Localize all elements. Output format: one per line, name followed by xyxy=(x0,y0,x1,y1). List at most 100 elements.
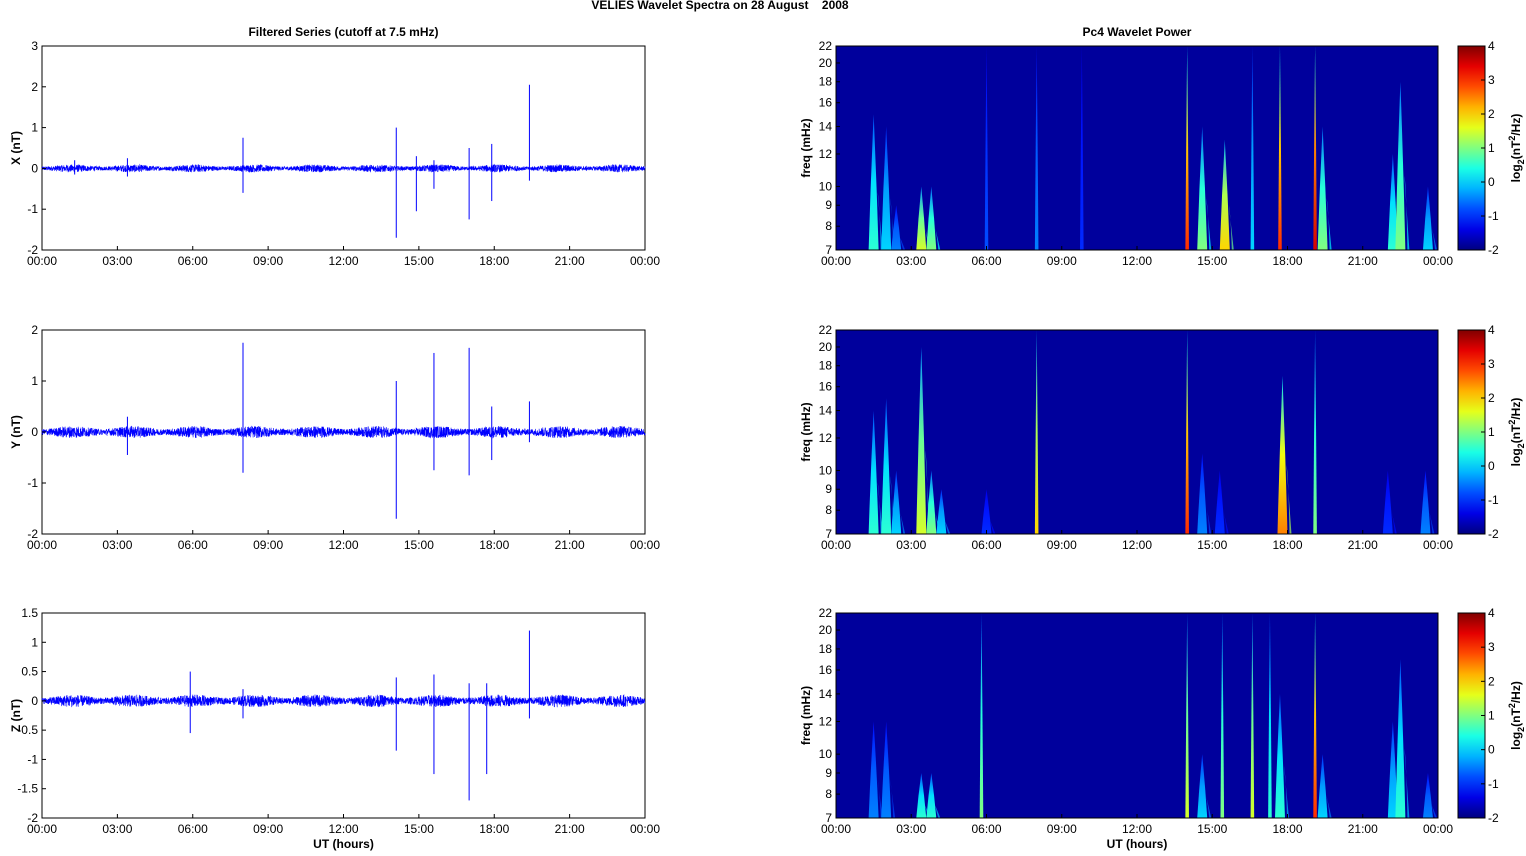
wavelet-burst-harmonic xyxy=(925,450,931,534)
y-tick-label: 20 xyxy=(819,340,833,354)
x-tick-label: 12:00 xyxy=(328,538,358,552)
spectrogram-background xyxy=(836,330,1438,534)
y-tick-label: 16 xyxy=(819,663,833,677)
x-tick-label: 00:00 xyxy=(27,254,57,268)
wavelet-burst-harmonic xyxy=(1206,198,1212,250)
y-tick-label: 22 xyxy=(819,39,833,53)
x-tick-label: 09:00 xyxy=(1047,538,1077,552)
wavelet-burst xyxy=(881,398,892,534)
y-tick-label: -1 xyxy=(27,752,38,766)
x-tick-label: 03:00 xyxy=(102,254,132,268)
wavelet-burst xyxy=(881,126,892,250)
x-tick-label: 09:00 xyxy=(253,254,283,268)
y-tick-label: 2 xyxy=(31,80,38,94)
y-tick-label: 14 xyxy=(819,120,833,134)
wavelet-burst-harmonic xyxy=(1326,198,1332,250)
wavelet-burst xyxy=(1197,126,1208,250)
plot-area xyxy=(41,45,646,251)
y-tick-label: 9 xyxy=(825,198,832,212)
x-tick-label: 00:00 xyxy=(630,538,660,552)
wavelet-burst xyxy=(1185,330,1189,534)
wavelet-burst xyxy=(881,721,892,818)
x-tick-label: 03:00 xyxy=(896,822,926,836)
x-tick-label: 12:00 xyxy=(328,822,358,836)
colorbar-tick-label: -1 xyxy=(1488,493,1499,507)
wavelet-burst xyxy=(1420,470,1431,534)
wavelet-burst-harmonic xyxy=(890,779,896,818)
wavelet-burst xyxy=(926,773,937,818)
series-line-Y xyxy=(41,425,646,439)
wavelet-burst xyxy=(891,205,902,250)
y-tick-label: 0.5 xyxy=(21,665,38,679)
wavelet-burst-harmonic xyxy=(1429,512,1435,534)
x-tick-label: 15:00 xyxy=(404,254,434,268)
x-tick-label: 12:00 xyxy=(328,254,358,268)
wavelet-burst xyxy=(1317,754,1328,818)
x-tick-label: 03:00 xyxy=(896,254,926,268)
x-tick-label: 18:00 xyxy=(1272,822,1302,836)
wavelet-burst xyxy=(916,186,927,250)
x-tick-label: 00:00 xyxy=(821,254,851,268)
wavelet-burst xyxy=(1313,330,1317,534)
wavelet-burst xyxy=(1277,375,1288,534)
wavelet-burst-harmonic xyxy=(1404,748,1410,818)
colorbar-tick-label: -2 xyxy=(1488,811,1499,825)
x-tick-label: 03:00 xyxy=(102,538,132,552)
wavelet-burst xyxy=(1197,453,1208,534)
y-tick-label: 18 xyxy=(819,75,833,89)
y-tick-label: 7 xyxy=(825,811,832,825)
x-tick-label: 15:00 xyxy=(1197,822,1227,836)
colorbar-tick-label: 1 xyxy=(1488,141,1495,155)
colorbar-tick-label: 3 xyxy=(1488,73,1495,87)
x-tick-label: 21:00 xyxy=(1348,254,1378,268)
wavelet-burst-harmonic xyxy=(877,779,883,818)
y-tick-label: 12 xyxy=(819,431,833,445)
x-tick-label: 18:00 xyxy=(479,254,509,268)
y-tick-label: 16 xyxy=(819,380,833,394)
spectrogram-background xyxy=(836,613,1438,818)
wavelet-burst xyxy=(1034,330,1039,534)
x-axis-label: UT (hours) xyxy=(1107,837,1168,851)
y-axis-label: Z (nT) xyxy=(9,699,23,732)
x-tick-label: 00:00 xyxy=(1423,254,1453,268)
x-tick-label: 12:00 xyxy=(1122,254,1152,268)
x-tick-label: 12:00 xyxy=(1122,538,1152,552)
wavelet-burst-harmonic xyxy=(935,228,941,250)
x-tick-label: 06:00 xyxy=(178,822,208,836)
y-tick-label: -2 xyxy=(27,527,38,541)
wavelet-burst xyxy=(1250,613,1255,818)
y-tick-label: 8 xyxy=(825,219,832,233)
y-tick-label: 10 xyxy=(819,179,833,193)
colorbar-tick-label: 0 xyxy=(1488,175,1495,189)
wavelet-burst xyxy=(1185,613,1189,818)
colorbar xyxy=(1457,329,1486,535)
wavelet-burst-harmonic xyxy=(1283,765,1289,818)
figure-title: VELIES Wavelet Spectra on 28 August 2008 xyxy=(591,0,849,12)
wavelet-burst xyxy=(1278,46,1282,250)
wavelet-burst xyxy=(1185,46,1189,250)
x-tick-label: 03:00 xyxy=(102,822,132,836)
wavelet-burst xyxy=(1313,613,1317,818)
y-tick-label: 14 xyxy=(819,687,833,701)
wavelet-burst-harmonic xyxy=(877,482,883,534)
y-tick-label: -2 xyxy=(27,243,38,257)
colorbar-tick-label: -2 xyxy=(1488,243,1499,257)
y-axis-label: Y (nT) xyxy=(9,415,23,449)
wavelet-burst xyxy=(1197,754,1208,818)
wavelet-burst xyxy=(1080,46,1084,250)
x-tick-label: 00:00 xyxy=(27,822,57,836)
y-tick-label: 7 xyxy=(825,527,832,541)
panel-line-X: -2 -1 0 1 2 3 00:00 03:00 06:00 09:00 12:00 15:00 18… xyxy=(9,25,660,268)
wavelet-burst xyxy=(868,114,879,250)
x-tick-label: 15:00 xyxy=(1197,254,1227,268)
x-tick-label: 06:00 xyxy=(971,538,1001,552)
wavelet-burst xyxy=(1214,470,1225,534)
wavelet-burst xyxy=(1268,613,1272,818)
x-tick-label: 03:00 xyxy=(896,538,926,552)
wavelet-burst xyxy=(981,489,992,534)
y-tick-label: 18 xyxy=(819,642,833,656)
wavelet-burst xyxy=(916,346,927,534)
colorbar xyxy=(1457,45,1486,251)
